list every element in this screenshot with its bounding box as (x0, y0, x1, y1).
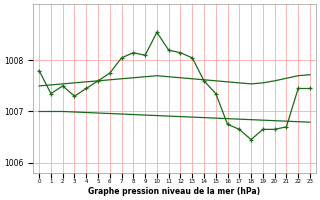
X-axis label: Graphe pression niveau de la mer (hPa): Graphe pression niveau de la mer (hPa) (89, 187, 260, 196)
